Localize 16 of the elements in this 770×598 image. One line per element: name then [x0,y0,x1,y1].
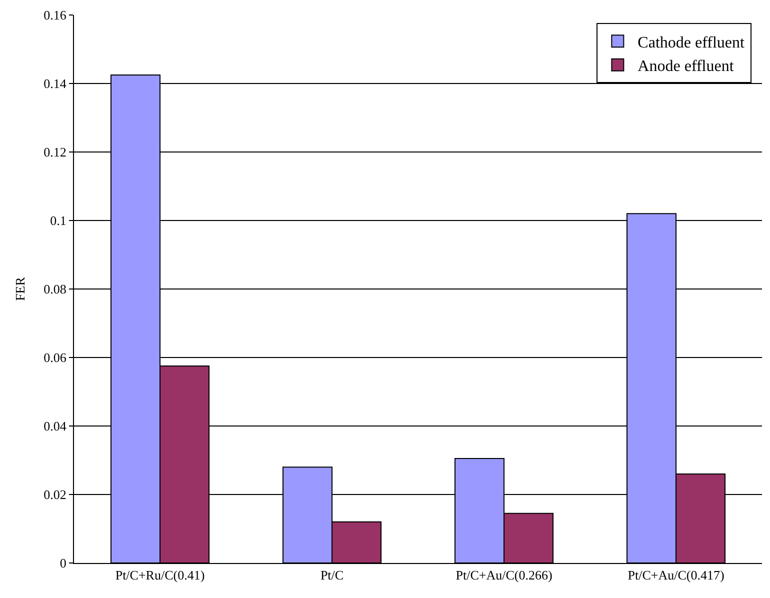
legend-label: Cathode effluent [638,34,746,52]
y-tick-label: 0 [60,556,66,571]
y-tick-label: 0.04 [44,418,67,434]
x-tick-label: Pt/C+Ru/C(0.41) [115,568,205,583]
y-tick-label: 0.06 [44,350,67,366]
y-tick-label: 0.14 [44,76,67,92]
y-tick-label: 0.16 [44,8,67,23]
y-tick-label: 0.1 [50,213,66,228]
y-axis-title: FER [12,276,28,301]
x-tick-label: Pt/C+Au/C(0.266) [456,568,552,583]
x-tick-label: Pt/C+Au/C(0.417) [628,568,724,583]
y-tick-label: 0.12 [44,144,66,160]
x-tick-label: Pt/C [320,568,344,583]
y-tick-label: 0.08 [44,282,66,297]
legend-label: Anode effluent [638,58,734,76]
y-tick-label: 0.02 [44,487,66,502]
